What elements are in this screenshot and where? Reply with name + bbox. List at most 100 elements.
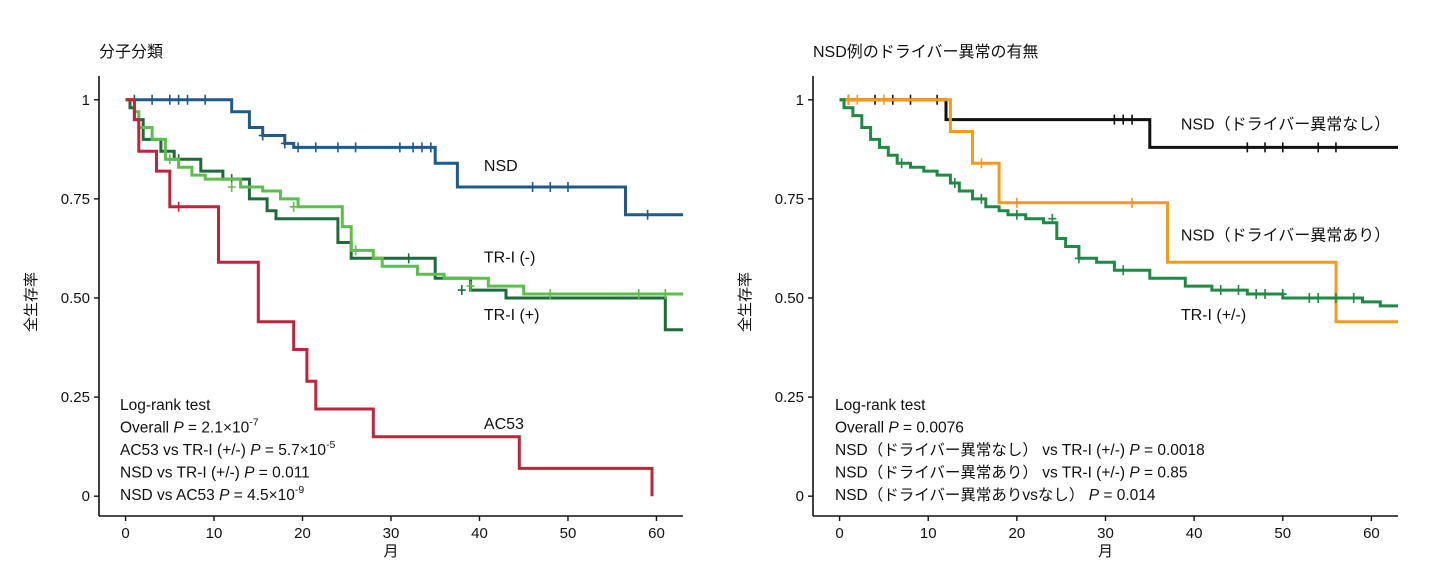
censor-mark bbox=[634, 289, 643, 300]
censor-mark bbox=[546, 289, 555, 300]
censor-mark bbox=[426, 142, 435, 153]
censor-mark bbox=[528, 181, 537, 192]
censor-mark bbox=[643, 209, 652, 220]
x-axis-label: 月 bbox=[1098, 543, 1113, 560]
x-tick-label: 10 bbox=[920, 525, 937, 542]
y-tick-label: 1 bbox=[82, 92, 90, 109]
x-tick-label: 30 bbox=[383, 525, 400, 542]
censor-mark bbox=[1012, 197, 1021, 208]
survival-curve-TR-I (+) bbox=[125, 98, 683, 296]
censor-mark bbox=[1128, 197, 1137, 208]
series-label: TR-I (-) bbox=[484, 249, 536, 266]
y-tick-label: 0.75 bbox=[61, 191, 90, 208]
censor-mark bbox=[1261, 142, 1270, 153]
censor-mark bbox=[311, 142, 320, 153]
y-tick-label: 0.25 bbox=[61, 389, 90, 406]
censor-mark bbox=[457, 285, 466, 296]
censor-mark bbox=[333, 142, 342, 153]
series-label: TR-I (+/-) bbox=[1181, 307, 1246, 324]
censor-mark bbox=[417, 142, 426, 153]
y-tick-label: 0.75 bbox=[775, 191, 804, 208]
annotation-line: Overall P = 0.0076 bbox=[835, 420, 964, 437]
censor-mark bbox=[289, 201, 298, 212]
y-tick-label: 0 bbox=[82, 488, 90, 505]
censor-mark bbox=[844, 94, 853, 105]
censor-mark bbox=[201, 94, 210, 105]
survival-curve-TR-I (+/-) bbox=[839, 98, 1398, 308]
x-tick-label: 30 bbox=[1097, 525, 1114, 542]
censor-mark bbox=[294, 142, 303, 153]
censor-mark bbox=[280, 138, 289, 149]
annotation-title: Log-rank test bbox=[835, 397, 926, 414]
x-tick-label: 20 bbox=[294, 525, 311, 542]
survival-curve-AC53 bbox=[125, 98, 654, 497]
censor-mark bbox=[897, 158, 906, 169]
censor-mark bbox=[148, 94, 157, 105]
censor-mark bbox=[165, 94, 174, 105]
censor-mark bbox=[227, 181, 236, 192]
censor-mark bbox=[977, 158, 986, 169]
x-tick-label: 60 bbox=[648, 525, 665, 542]
censor-mark bbox=[1252, 289, 1261, 300]
x-tick-label: 50 bbox=[560, 525, 577, 542]
x-tick-label: 0 bbox=[835, 525, 843, 542]
censor-mark bbox=[563, 181, 572, 192]
survival-curve-NSD（ドライバー異常あり） bbox=[839, 98, 1398, 324]
censor-mark bbox=[1128, 114, 1137, 125]
y-tick-label: 0 bbox=[796, 488, 804, 505]
censor-mark bbox=[879, 94, 888, 105]
y-axis-label: 全生存率 bbox=[22, 272, 40, 332]
x-tick-label: 20 bbox=[1009, 525, 1026, 542]
censor-mark bbox=[1119, 114, 1128, 125]
censor-mark bbox=[1110, 114, 1119, 125]
censor-mark bbox=[853, 94, 862, 105]
chart-title: 分子分類 bbox=[99, 43, 163, 61]
series-AC53 bbox=[125, 98, 654, 497]
censor-mark bbox=[409, 142, 418, 153]
series-label: NSD（ドライバー異常なし） bbox=[1181, 116, 1390, 134]
y-tick-label: 0.50 bbox=[61, 290, 90, 307]
x-tick-label: 60 bbox=[1363, 525, 1380, 542]
censor-mark bbox=[1012, 209, 1021, 220]
y-axis-label: 全生存率 bbox=[736, 272, 754, 332]
annotation-title: Log-rank test bbox=[120, 397, 211, 414]
censor-mark bbox=[258, 130, 267, 141]
y-tick-label: 1 bbox=[796, 92, 804, 109]
survival-curve-NSD bbox=[125, 98, 683, 217]
censor-mark bbox=[165, 154, 174, 165]
censor-mark bbox=[1278, 142, 1287, 153]
censor-mark bbox=[1261, 289, 1270, 300]
series-label: NSD（ドライバー異常あり） bbox=[1181, 227, 1390, 245]
annotation-line: NSD（ドライバー異常なし） vs TR-I (+/-) P = 0.0018 bbox=[835, 441, 1205, 459]
censor-mark bbox=[1243, 142, 1252, 153]
annotation-line: AC53 vs TR-I (+/-) P = 5.7×10-5 bbox=[120, 439, 336, 459]
x-tick-label: 10 bbox=[206, 525, 223, 542]
censor-mark bbox=[977, 193, 986, 204]
x-tick-label: 40 bbox=[1186, 525, 1203, 542]
chart-title: NSD例のドライバー異常の有無 bbox=[813, 43, 1038, 61]
series-NSD bbox=[125, 94, 683, 220]
y-tick-label: 0.50 bbox=[775, 290, 804, 307]
annotation-line: Overall P = 2.1×10-7 bbox=[120, 417, 259, 437]
x-tick-label: 40 bbox=[471, 525, 488, 542]
censor-mark bbox=[351, 142, 360, 153]
censor-mark bbox=[174, 94, 183, 105]
censor-mark bbox=[1048, 213, 1057, 224]
annotation-line: NSD（ドライバー異常ありvsなし） P = 0.014 bbox=[835, 486, 1156, 504]
km-chart-molecular-classification: 分子分類 0 0.25 0.50 0.75 1 0 10 20 30 40 50 60 月全生存率 NSD T… bbox=[0, 0, 720, 562]
series-TR-I (+/-) bbox=[839, 98, 1398, 308]
censor-mark bbox=[174, 201, 183, 212]
y-tick-label: 0.25 bbox=[775, 389, 804, 406]
censor-mark bbox=[1331, 142, 1340, 153]
censor-mark bbox=[1278, 289, 1287, 300]
censor-mark bbox=[950, 178, 959, 189]
censor-mark bbox=[1305, 292, 1314, 303]
censor-mark bbox=[661, 289, 670, 300]
censor-mark bbox=[1349, 292, 1358, 303]
series-TR-I (+) bbox=[125, 98, 683, 300]
censor-mark bbox=[1331, 292, 1340, 303]
series-label: TR-I (+) bbox=[484, 307, 540, 324]
censor-mark bbox=[546, 181, 555, 192]
